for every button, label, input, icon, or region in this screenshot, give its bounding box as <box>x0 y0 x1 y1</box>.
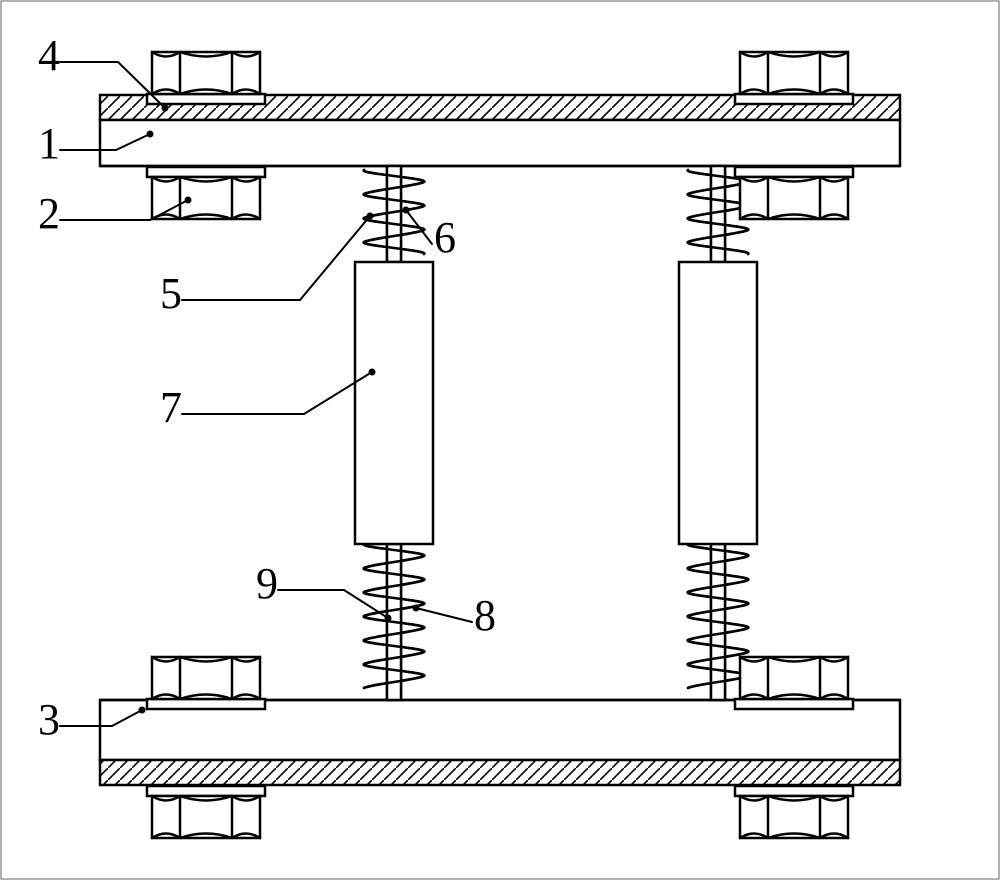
callout-label: 5 <box>160 269 182 318</box>
callout-label: 2 <box>38 189 60 238</box>
callout-label: 7 <box>160 383 182 432</box>
callout-label: 4 <box>38 31 60 80</box>
callout-label: 6 <box>434 213 456 262</box>
callout-label: 3 <box>38 695 60 744</box>
callout-label: 9 <box>256 559 278 608</box>
technical-drawing: 4 1 2 5 6 7 9 8 3 <box>0 0 1000 880</box>
callout-label: 1 <box>38 119 60 168</box>
columns <box>355 166 757 700</box>
callout-label: 8 <box>474 591 496 640</box>
